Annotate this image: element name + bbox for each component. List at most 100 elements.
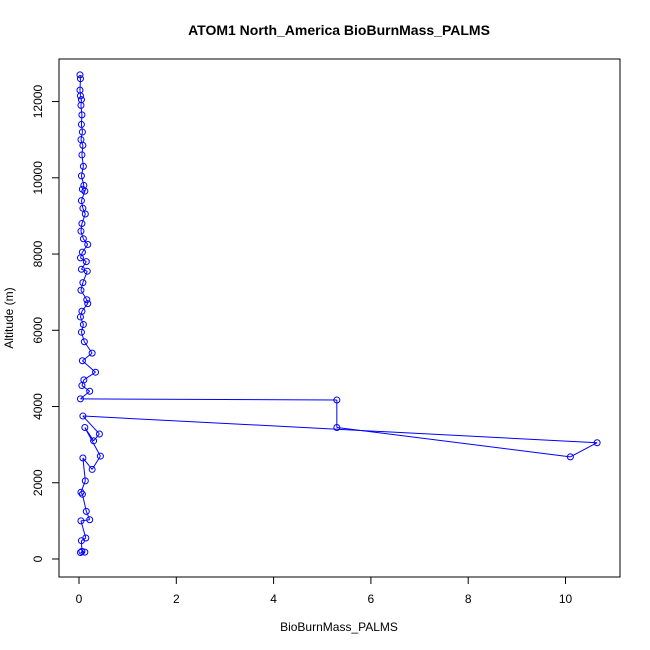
series-segment <box>82 188 86 192</box>
data-layer <box>76 71 601 557</box>
data-point <box>77 286 85 294</box>
series-segment <box>79 316 84 325</box>
data-point <box>76 549 84 557</box>
data-point <box>79 235 87 243</box>
data-point <box>76 313 84 321</box>
data-point <box>81 548 89 556</box>
series-segment <box>82 457 86 481</box>
data-point <box>81 423 89 431</box>
data-point <box>79 141 87 149</box>
series-segment <box>80 332 85 342</box>
data-point <box>77 227 85 235</box>
x-axis: 0 2 4 6 8 10 <box>76 576 573 606</box>
series-segment <box>81 385 90 392</box>
data-point <box>88 465 96 473</box>
series-segment <box>80 190 86 201</box>
series-segment <box>80 480 86 493</box>
data-point <box>566 453 574 461</box>
data-point <box>79 454 87 462</box>
data-point <box>92 368 100 376</box>
data-point <box>76 92 84 100</box>
series-segment <box>82 244 89 253</box>
data-point <box>81 210 89 218</box>
series-segment <box>82 415 100 435</box>
series-segment <box>82 457 93 470</box>
data-point <box>333 396 341 404</box>
series-segment <box>80 175 85 186</box>
series-segment <box>570 442 598 458</box>
data-point <box>333 423 341 431</box>
chart-title: ATOM1 North_America BioBurnMass_PALMS <box>188 22 490 38</box>
data-point <box>96 452 104 460</box>
y-axis: 0 2000 4000 6000 8000 10000 12000 <box>31 85 60 562</box>
data-point <box>76 395 84 403</box>
data-point <box>82 507 90 515</box>
x-axis-label: BioBurnMass_PALMS <box>280 620 398 634</box>
data-point <box>78 382 86 390</box>
series-segment <box>80 491 83 495</box>
data-point <box>83 296 91 304</box>
x-tick-label: 8 <box>465 592 472 606</box>
data-point <box>84 241 92 249</box>
data-point <box>83 267 91 275</box>
series-segment <box>82 415 598 444</box>
data-point <box>81 187 89 195</box>
series-segment <box>82 271 88 283</box>
y-tick-label: 4000 <box>31 393 45 420</box>
data-point <box>77 197 85 205</box>
series-segment <box>80 124 83 133</box>
y-tick-label: 10000 <box>31 161 45 195</box>
y-tick-label: 2000 <box>31 469 45 496</box>
data-point <box>77 101 85 109</box>
data-point <box>90 437 98 445</box>
data-point <box>81 477 89 485</box>
series-segment <box>82 352 93 362</box>
series-segment <box>93 433 100 442</box>
data-point <box>76 254 84 262</box>
y-tick-label: 12000 <box>31 85 45 119</box>
x-tick-label: 2 <box>173 592 180 606</box>
series-segment <box>80 519 90 522</box>
data-point <box>76 75 84 83</box>
series-segment <box>83 341 93 354</box>
data-point <box>593 439 601 447</box>
series-segment <box>83 371 96 381</box>
series-segment <box>81 261 87 270</box>
data-point <box>80 338 88 346</box>
series-segment <box>336 426 571 458</box>
data-point <box>82 258 90 266</box>
data-point <box>78 220 86 228</box>
data-point <box>79 279 87 287</box>
x-tick-label: 10 <box>559 592 573 606</box>
data-point <box>76 71 84 79</box>
data-point <box>77 120 85 128</box>
data-point <box>79 412 87 420</box>
data-point <box>77 328 85 336</box>
series-segment <box>81 213 86 224</box>
series-segment <box>80 131 83 140</box>
data-point <box>86 387 94 395</box>
data-point <box>78 490 86 498</box>
data-point <box>77 488 85 496</box>
data-point <box>77 172 85 180</box>
series-segment <box>80 398 337 401</box>
data-point <box>88 349 96 357</box>
series-segment <box>84 427 101 457</box>
x-tick-label: 4 <box>270 592 277 606</box>
plot-frame <box>58 58 621 578</box>
y-axis-label: Altitude (m) <box>2 287 16 348</box>
data-point <box>77 537 85 545</box>
series-0 <box>76 71 601 557</box>
series-segment <box>80 223 83 232</box>
x-tick-label: 6 <box>368 592 375 606</box>
data-point <box>79 204 87 212</box>
series-segment <box>81 303 89 312</box>
series-segment <box>81 537 87 542</box>
data-point <box>78 128 86 136</box>
series-segment <box>80 289 88 301</box>
y-tick-label: 0 <box>31 555 45 562</box>
series-segment <box>80 231 84 239</box>
data-point <box>79 162 87 170</box>
series-segment <box>80 166 84 176</box>
